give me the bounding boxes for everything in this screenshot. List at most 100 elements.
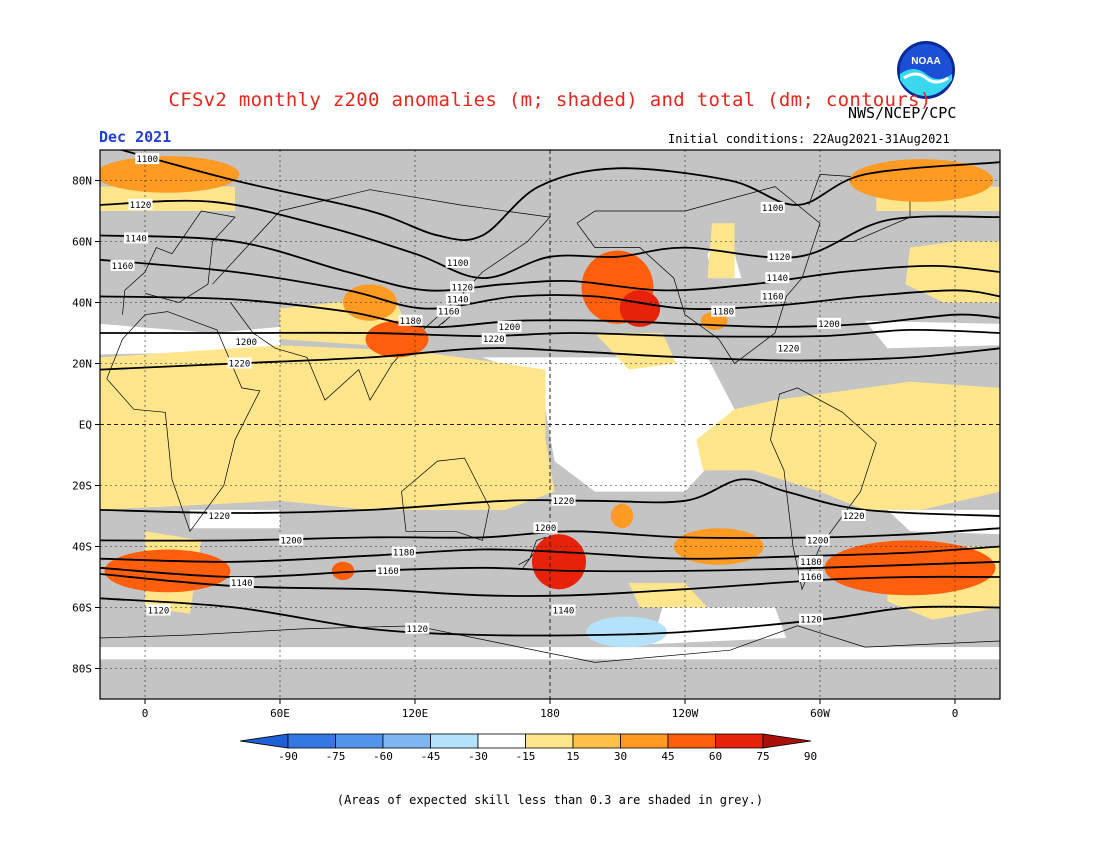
contour-label-bg-17 [711,305,736,317]
weak-anomaly-zone-1 [696,381,1000,510]
contour-label-5: 1120 [451,283,473,293]
contour-label-2: 1140 [125,234,147,244]
contour-label-bg-23 [376,564,400,576]
colorbar-right-arrow [762,733,812,749]
contour-label-bg-22 [391,546,416,558]
contour-label-1: 1120 [130,201,152,211]
contour-label-9: 1200 [499,323,521,333]
chart-title: CFSv2 monthly z200 anomalies (m; shaded)… [168,89,932,111]
colorbar-label-0: -90 [278,750,298,763]
contour-label-15: 1140 [766,274,788,284]
contour-label-16: 1160 [762,292,784,302]
contour-1140-2 [100,234,1000,292]
contour-label-33: 1160 [800,573,822,583]
contour-label-6: 1140 [447,295,469,305]
continent-outline-0 [106,311,261,533]
contour-label-bg-7 [436,305,461,317]
contour-label-bg-21 [279,534,304,546]
contour-1100-0 [118,150,1000,241]
colorbar-label-10: 75 [756,750,769,763]
contour-label-bg-29 [551,604,576,616]
contour-1180-4 [100,295,1000,329]
contour-label-bg-3 [110,259,135,271]
contour-label-bg-20 [207,510,232,521]
continent-outline-7 [100,625,1000,663]
contour-label-bg-13 [760,201,785,213]
colorbar-segment-8 [620,733,669,749]
anomaly-patch-9 [532,534,586,590]
lat-tick-label-7: 60S [72,602,92,615]
contour-label-11: 1200 [235,338,257,348]
lat-tick-label-5: 20S [72,480,92,493]
colorbar-label-5: -15 [516,750,536,763]
colorbar-label-9: 60 [709,750,722,763]
lat-tick-label-2: 40N [72,297,92,310]
contour-label-10: 1220 [483,335,505,345]
lat-tick-label-8: 80S [72,663,92,676]
lon-tick-label-6: 0 [952,707,959,720]
contour-1220-7 [100,478,1000,517]
contour-label-bg-33 [799,571,823,582]
contour-label-bg-9 [497,320,522,332]
anomaly-patch-3 [365,320,429,358]
colorbar-segment-10 [715,733,764,749]
contour-label-bg-25 [146,604,171,616]
grid-lines [100,150,1000,699]
anomaly-patch-0 [100,156,240,193]
colorbar-segment-5 [477,733,526,749]
contour-label-bg-26 [405,622,430,634]
colorbar-label-2: -60 [373,750,393,763]
contour-label-bg-15 [765,272,790,284]
contour-label-22: 1180 [393,549,415,559]
colorbar: -90 -75 -60 -45 -30 -15 15 30 45 60 75 90 [239,733,817,763]
contour-label-30: 1220 [843,512,865,522]
noaa-logo-text: NOAA [911,56,940,67]
contour-1160-3 [100,258,1000,310]
contour-label-31: 1200 [807,536,829,546]
noaa-logo: NOAA [896,40,956,104]
contour-1160-10 [100,560,1000,578]
contour-label-bg-2 [124,232,148,244]
contour-label-bg-14 [767,250,792,262]
continent-outlines [100,174,1000,663]
weak-anomaly-zone-2 [905,241,1000,303]
lat-tick-label-0: 80N [72,175,92,188]
contour-label-bg-27 [551,494,576,506]
contour-label-bg-6 [445,293,470,305]
continent-outline-3 [401,457,490,541]
anomaly-patch-5 [619,290,661,327]
contour-1120-1 [100,199,1000,280]
colorbar-segment-6 [525,733,574,749]
colorbar-label-1: -75 [326,750,346,763]
contour-label-19: 1220 [778,344,800,354]
contour-label-bg-4 [445,256,470,268]
contour-label-bg-28 [533,522,558,534]
contour-label-34: 1120 [800,616,822,626]
lon-tick-label-3: 180 [540,707,560,720]
contour-label-0: 1100 [136,155,158,165]
contour-label-24: 1140 [231,579,253,589]
contour-label-3: 1160 [112,262,134,272]
colorbar-segment-9 [667,733,716,749]
contour-label-26: 1120 [406,625,428,635]
contour-label-bg-30 [841,510,866,521]
anomaly-patch-11 [610,503,634,529]
contour-label-bg-19 [776,342,801,354]
initial-conditions: Initial conditions: 22Aug2021-31Aug2021 [668,132,950,146]
lat-tick-label-1: 60N [72,236,92,249]
continent-outline-1 [122,210,236,315]
contour-label-bg-24 [229,577,254,589]
contour-label-bg-34 [799,613,823,625]
contour-label-bg-18 [817,317,841,329]
contour-label-bg-1 [128,198,153,210]
contour-label-bg-0 [135,153,160,165]
contour-label-bg-31 [805,534,830,546]
contour-label-23: 1160 [377,567,399,577]
colorbar-segment-1 [287,733,336,749]
white-zone-2 [865,320,1000,349]
colorbar-label-4: -30 [468,750,488,763]
lat-tick-label-4: EQ [79,419,92,432]
contour-1140-11 [100,573,1000,597]
footnote: (Areas of expected skill less than 0.3 a… [336,793,764,807]
weak-anomaly-zone-4 [595,333,676,370]
